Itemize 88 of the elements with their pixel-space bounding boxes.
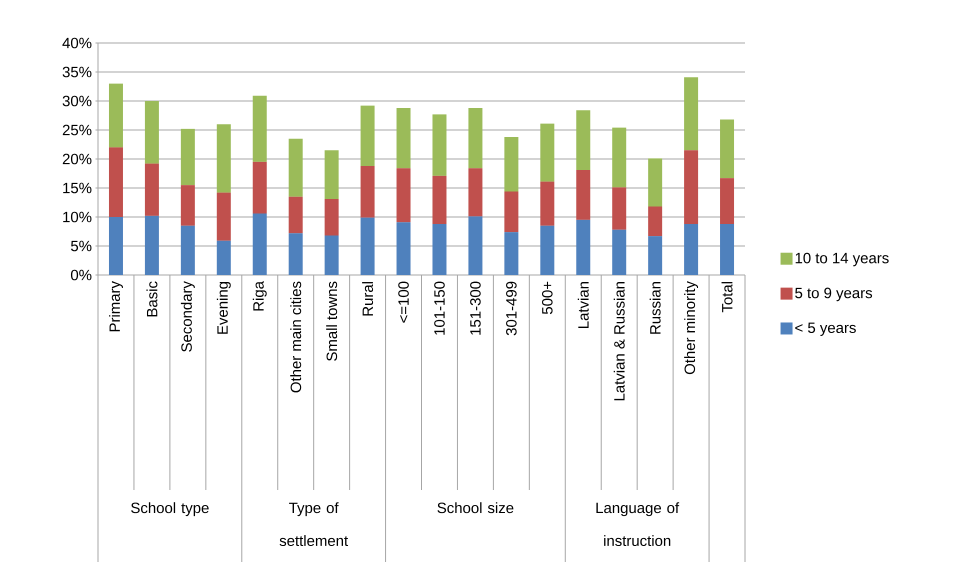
x-tick-label: Small towns	[326, 282, 338, 361]
bar	[108, 147, 123, 217]
x-tick-label: <=100	[398, 282, 409, 323]
x-tick-label: Latvian & Russian	[614, 282, 625, 400]
bar	[612, 230, 626, 275]
bar	[468, 108, 482, 168]
bar	[324, 199, 339, 236]
y-tick-label: 5%	[70, 240, 92, 252]
bar	[432, 224, 446, 275]
x-tick-label: 301-499	[506, 282, 517, 336]
bar	[504, 191, 518, 232]
y-tick-label: 10%	[63, 212, 92, 222]
bar	[216, 192, 231, 241]
bar	[684, 224, 698, 275]
bar	[180, 185, 195, 226]
x-tick-label: 500+	[542, 282, 553, 314]
y-tick-label: 0%	[70, 270, 92, 280]
bar	[504, 232, 518, 275]
y-tick-label: 15%	[63, 182, 92, 194]
bar	[648, 158, 662, 207]
x-tick-label: Other minority	[684, 281, 698, 374]
y-tick-label: 20%	[62, 154, 92, 164]
bar	[540, 124, 554, 182]
bar	[216, 240, 231, 275]
x-tick-label: Riga	[252, 281, 267, 311]
x-tick-label: Russian	[650, 282, 661, 334]
bar	[144, 101, 159, 164]
legend-label: 5 to 9 years	[795, 288, 872, 302]
bar	[540, 182, 554, 226]
bar	[396, 222, 411, 275]
x-tick-label: Secondary	[180, 281, 195, 352]
bar	[612, 128, 626, 188]
legend-label: 10 to 14 years	[796, 252, 889, 266]
legend-label: < 5 years	[795, 322, 856, 336]
bar	[540, 226, 554, 275]
bar	[648, 206, 662, 236]
text: School type	[131, 502, 209, 516]
text: Type of settlement	[280, 502, 348, 546]
bar	[108, 84, 123, 148]
text: Language of instruction	[596, 502, 680, 546]
bar	[288, 196, 303, 234]
bar	[360, 106, 375, 166]
bar	[576, 220, 590, 275]
x-tick-label: 151-300	[470, 282, 481, 335]
bar	[396, 108, 411, 168]
x-tick-label: Latvian	[578, 282, 589, 328]
x-tick-label: Total	[722, 282, 733, 312]
bar	[180, 128, 195, 186]
bar	[396, 168, 411, 222]
x-tick-label: Other main cities	[290, 282, 302, 392]
bar	[360, 166, 375, 218]
x-tick-label: Basic	[146, 281, 158, 316]
x-tick-label: Rural	[362, 282, 374, 316]
bar	[144, 164, 159, 216]
bar	[144, 216, 159, 275]
bar	[468, 216, 482, 275]
bar	[504, 136, 518, 192]
bar	[720, 178, 734, 224]
y-tick-label: 40%	[62, 38, 92, 48]
bar	[468, 168, 482, 216]
y-tick-label: 30%	[62, 96, 92, 106]
bar	[684, 150, 698, 224]
bar	[324, 236, 339, 275]
bar	[360, 218, 375, 275]
bar	[216, 124, 231, 193]
bar	[252, 214, 267, 275]
bar	[252, 162, 267, 214]
x-tick-label: Primary	[109, 281, 123, 332]
bar	[432, 176, 446, 224]
text: School size	[437, 502, 514, 514]
bar	[180, 226, 195, 275]
bar	[612, 187, 626, 230]
y-tick-label: 35%	[62, 66, 92, 78]
bar	[648, 236, 662, 275]
x-tick-label: Evening	[216, 282, 231, 334]
bar	[288, 138, 303, 197]
bar	[576, 110, 590, 170]
bar	[432, 114, 446, 176]
bar	[108, 217, 123, 275]
y-tick-label: 25%	[62, 124, 92, 136]
bar	[576, 170, 590, 220]
bar	[720, 224, 734, 275]
x-tick-label: 101-150	[434, 282, 445, 335]
bar	[324, 150, 339, 200]
bar	[684, 77, 698, 150]
bar	[252, 96, 267, 162]
bar	[720, 120, 734, 178]
bar	[288, 233, 303, 275]
